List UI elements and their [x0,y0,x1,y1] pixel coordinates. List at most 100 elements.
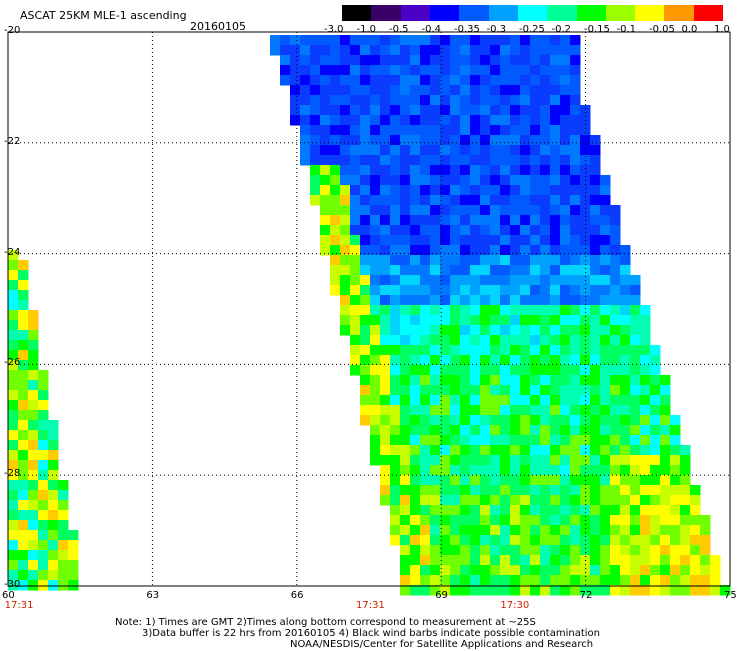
wind-cell [500,305,511,316]
wind-cell [580,425,591,436]
wind-cell [440,225,451,236]
wind-cell [410,375,421,386]
wind-cell [420,95,431,106]
wind-cell [360,245,371,256]
wind-cell [480,405,491,416]
wind-cell [340,325,351,336]
wind-cell [590,345,601,356]
wind-cell [480,325,491,336]
wind-cell [590,165,601,176]
wind-cell [600,255,611,266]
wind-cell [460,125,471,136]
wind-cell [660,465,671,476]
wind-cell [520,245,531,256]
wind-cell [620,315,631,326]
wind-cell [550,425,561,436]
wind-cell [470,305,481,316]
wind-cell [490,75,501,86]
wind-cell [460,135,471,146]
wind-cell [460,305,471,316]
wind-cell [290,75,301,86]
wind-cell [500,255,511,266]
wind-cell [420,255,431,266]
pass-time-label: 17:31 [4,600,34,611]
wind-cell [380,205,391,216]
wind-cell [660,535,671,546]
wind-cell [640,435,651,446]
wind-cell [670,415,681,426]
wind-cell [430,205,441,216]
wind-cell [8,430,19,441]
wind-cell [560,175,571,186]
wind-cell [610,405,621,416]
wind-cell [680,465,691,476]
wind-cell [520,65,531,76]
wind-cell [18,270,29,281]
wind-cell [540,295,551,306]
wind-cell [370,225,381,236]
wind-cell [470,105,481,116]
wind-cell [650,505,661,516]
wind-cell [490,145,501,156]
wind-cell [580,165,591,176]
wind-cell [460,205,471,216]
wind-cell [580,485,591,496]
wind-cell [640,495,651,506]
wind-cell [38,390,49,401]
wind-cell [410,105,421,116]
wind-cell [470,95,481,106]
wind-cell [470,475,481,486]
wind-cell [650,485,661,496]
wind-cell [550,115,561,126]
wind-cell [370,435,381,446]
wind-cell [18,260,29,271]
wind-cell [410,245,421,256]
wind-cell [560,315,571,326]
wind-cell [670,425,681,436]
wind-cell [550,555,561,566]
wind-cell [440,375,451,386]
wind-cell [670,465,681,476]
colorbar-swatch [517,5,548,21]
wind-cell [360,235,371,246]
wind-cell [410,385,421,396]
wind-cell [18,350,29,361]
wind-cell [380,125,391,136]
wind-cell [620,465,631,476]
wind-cell [430,155,441,166]
wind-cell [540,115,551,126]
wind-cell [450,505,461,516]
wind-cell [480,265,491,276]
wind-cell [610,455,621,466]
wind-cell [450,445,461,456]
wind-cell [280,45,291,56]
wind-cell [510,305,521,316]
wind-cell [620,365,631,376]
wind-cell [600,565,611,576]
wind-cell [600,185,611,196]
wind-cell [630,485,641,496]
wind-cell [650,515,661,526]
wind-cell [290,95,301,106]
colorbar-swatch [547,5,577,21]
wind-cell [48,520,59,531]
wind-cell [640,305,651,316]
wind-cell [410,335,421,346]
wind-cell [560,295,571,306]
wind-cell [590,185,601,196]
wind-cell [650,405,661,416]
wind-cell [440,45,451,56]
wind-cell [28,490,39,501]
wind-cell [600,175,611,186]
wind-cell [480,345,491,356]
wind-cell [410,475,421,486]
wind-cell [630,575,641,586]
wind-cell [530,365,541,376]
wind-cell [390,465,401,476]
wind-cell [330,225,341,236]
wind-cell [460,505,471,516]
wind-cell [460,545,471,556]
wind-cell [570,125,581,136]
wind-cell [58,540,69,551]
wind-cell [460,485,471,496]
